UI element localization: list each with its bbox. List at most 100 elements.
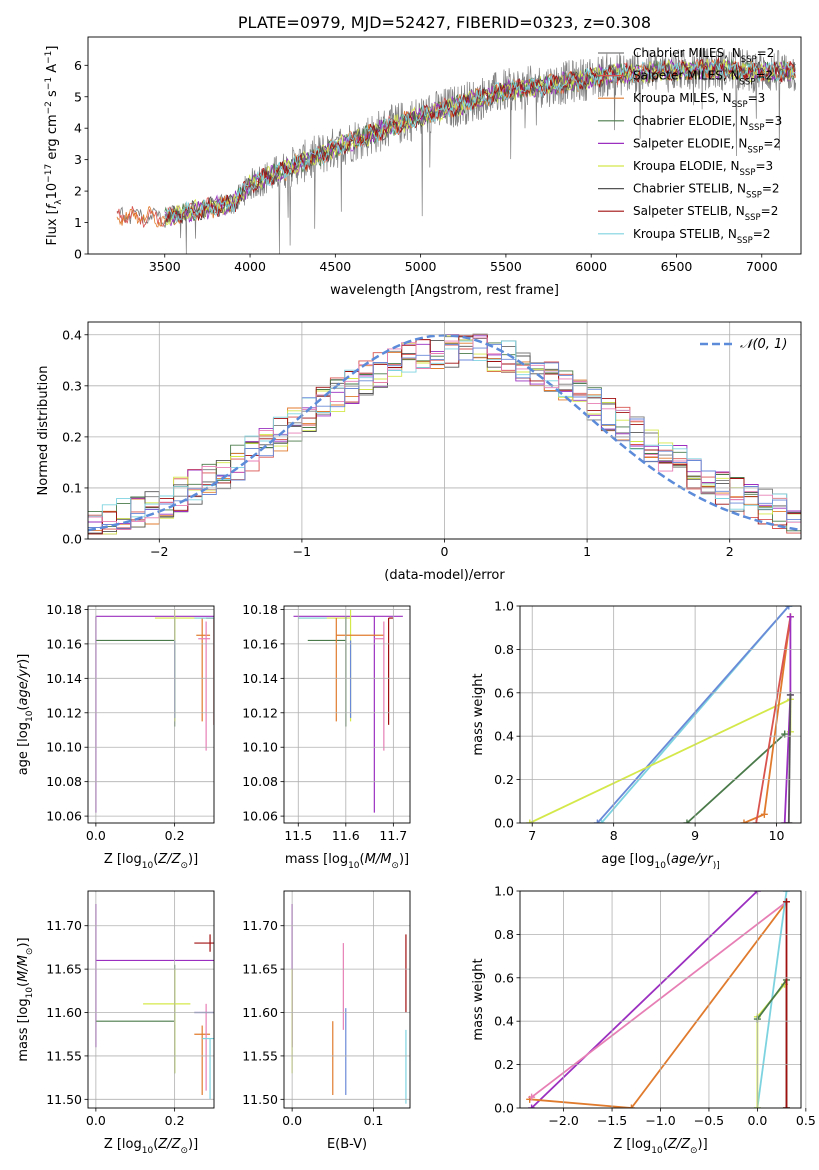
mass-weight-marker [782,898,790,906]
x-tick-label: 0.0 [282,1113,302,1128]
axes-frame [87,890,215,1109]
y-tick-label: 10.10 [46,740,82,755]
error-bar-point [194,1003,214,1091]
error-bar-point [95,615,214,813]
y-tick-label: 0.8 [494,927,514,942]
age-vs-mass-axes: 11.5 11.6 11.7 10.06 10.08 10.10 10.12 10.14 10.… [242,602,411,871]
mass-weight-line [787,694,792,823]
mass-vs-metallicity-axes: 0.0 0.2 11.50 11.55 11.60 11.65 11.70 Z [log10(… [16,890,215,1156]
y-tick-label: 10.18 [242,602,278,617]
y-tick-label: 11.60 [242,1005,278,1020]
plot-area [95,609,214,813]
y-tick-label: 4 [74,121,82,136]
x-tick-label: 9 [691,828,699,843]
y-tick-label: 0.2 [494,1057,514,1072]
x-tick-label: 0.1 [363,1113,383,1128]
mass-weight-line [756,977,788,1108]
mass-weight-marker [597,819,605,823]
legend-entry: Kroupa MILES, NSSP=3 [633,91,765,110]
mass-weight-line [531,901,788,1098]
model-spectrum-line [164,59,796,223]
x-axis-label: wavelength [Angstrom, rest frame] [330,283,559,298]
y-tick-label: 0.4 [494,1014,514,1029]
error-bar-point [298,609,352,722]
y-tick-label: 11.70 [242,918,278,933]
error-bar-point [95,616,176,727]
y-axis-label: mass weight [471,958,486,1040]
y-tick-label: 10.16 [242,636,278,651]
x-tick-label: 0.2 [165,828,185,843]
x-tick-label: 4500 [319,259,351,274]
x-tick-label: −1.5 [597,1113,627,1128]
x-tick-label: −2 [150,544,168,559]
x-tick-label: 0.0 [86,1113,106,1128]
y-tick-label: 0.6 [494,970,514,985]
x-tick-label: 0.5 [796,1113,816,1128]
mass-weight-line [529,901,788,1108]
mass-weight-marker [786,613,794,621]
y-tick-label: 10.06 [46,809,82,824]
y-tick-label: 0.4 [494,729,514,744]
mass-weight-marker [781,819,789,823]
y-axis-label: mass [log10(M/M⊙)] [16,937,35,1061]
axes-frame [519,890,802,1109]
y-tick-label: 10.06 [242,809,278,824]
mass-weight-line [686,733,786,823]
mass-weight-marker [526,819,534,823]
error-bar-point [374,621,385,751]
x-tick-label: 4000 [234,259,266,274]
y-tick-label: 1.0 [494,599,514,614]
mass-weight-line [529,697,792,823]
mass-vs-ebv-axes: 0.0 0.1 11.50 11.55 11.60 11.65 11.70 E(B-V) [242,890,411,1152]
legend-entry: Chabrier MILES, NSSP=2 [633,46,774,65]
y-tick-label: 11.65 [242,962,278,977]
axes-frame [87,605,215,824]
plot-area [95,904,214,1100]
plot-area [526,891,790,1108]
y-tick-label: 3 [74,152,82,167]
y-tick-label: 10.08 [242,774,278,789]
x-tick-label: 11.6 [332,828,360,843]
plot-area [526,606,794,823]
y-tick-label: 10.14 [46,671,82,686]
y-axis-label: mass weight [471,673,486,755]
y-tick-label: 11.50 [46,1092,82,1107]
error-bar-point [196,618,211,722]
y-tick-label: 0.0 [62,532,82,547]
legend-entry: Salpeter STELIB, NSSP=2 [633,204,778,223]
x-tick-label: 6000 [575,259,607,274]
y-tick-label: 10.12 [242,705,278,720]
mass-weight-marker [740,819,748,823]
legend-entry: Kroupa ELODIE, NSSP=3 [633,159,773,178]
plot-area [293,609,403,813]
legend-entry: Chabrier ELODIE, NSSP=3 [633,114,782,133]
y-tick-label: 2 [74,184,82,199]
spectrum-legend: Chabrier MILES, NSSP=2 Salpeter MILES, NS… [598,46,782,246]
x-tick-label: 5500 [490,259,522,274]
age-vs-metallicity-axes: 0.0 0.2 10.06 10.08 10.10 10.12 10.14 10.16 10.1… [16,602,215,871]
y-axis-label: Flux [fλ10−17 erg cm−2 s−1 A−1] [44,46,64,246]
x-tick-label: 11.7 [379,828,407,843]
axes-frame [87,36,802,255]
legend-entry: Chabrier STELIB, NSSP=2 [633,182,780,201]
y-tick-label: 0.2 [494,772,514,787]
mass-weight-marker [785,606,793,610]
x-axis-label: Z [log10(Z/Z⊙)] [104,852,198,871]
axes-frame [519,605,802,824]
x-tick-label: −0.5 [694,1113,724,1128]
y-tick-label: 10.10 [242,740,278,755]
x-tick-label: 2 [726,544,734,559]
x-tick-label: 6500 [661,259,693,274]
mass-weight-marker [683,819,691,823]
y-tick-label: 0.3 [62,378,82,393]
x-tick-label: 0.0 [747,1113,767,1128]
y-tick-label: 11.65 [46,962,82,977]
y-tick-label: 11.60 [46,1005,82,1020]
y-tick-label: 6 [74,58,82,73]
y-tick-label: 10.16 [46,636,82,651]
error-bar-point [194,934,214,952]
x-tick-label: 1 [583,544,591,559]
x-tick-label: 0 [441,544,449,559]
y-axis-label: Normed distribution [36,366,51,496]
axes-frame [283,605,411,824]
